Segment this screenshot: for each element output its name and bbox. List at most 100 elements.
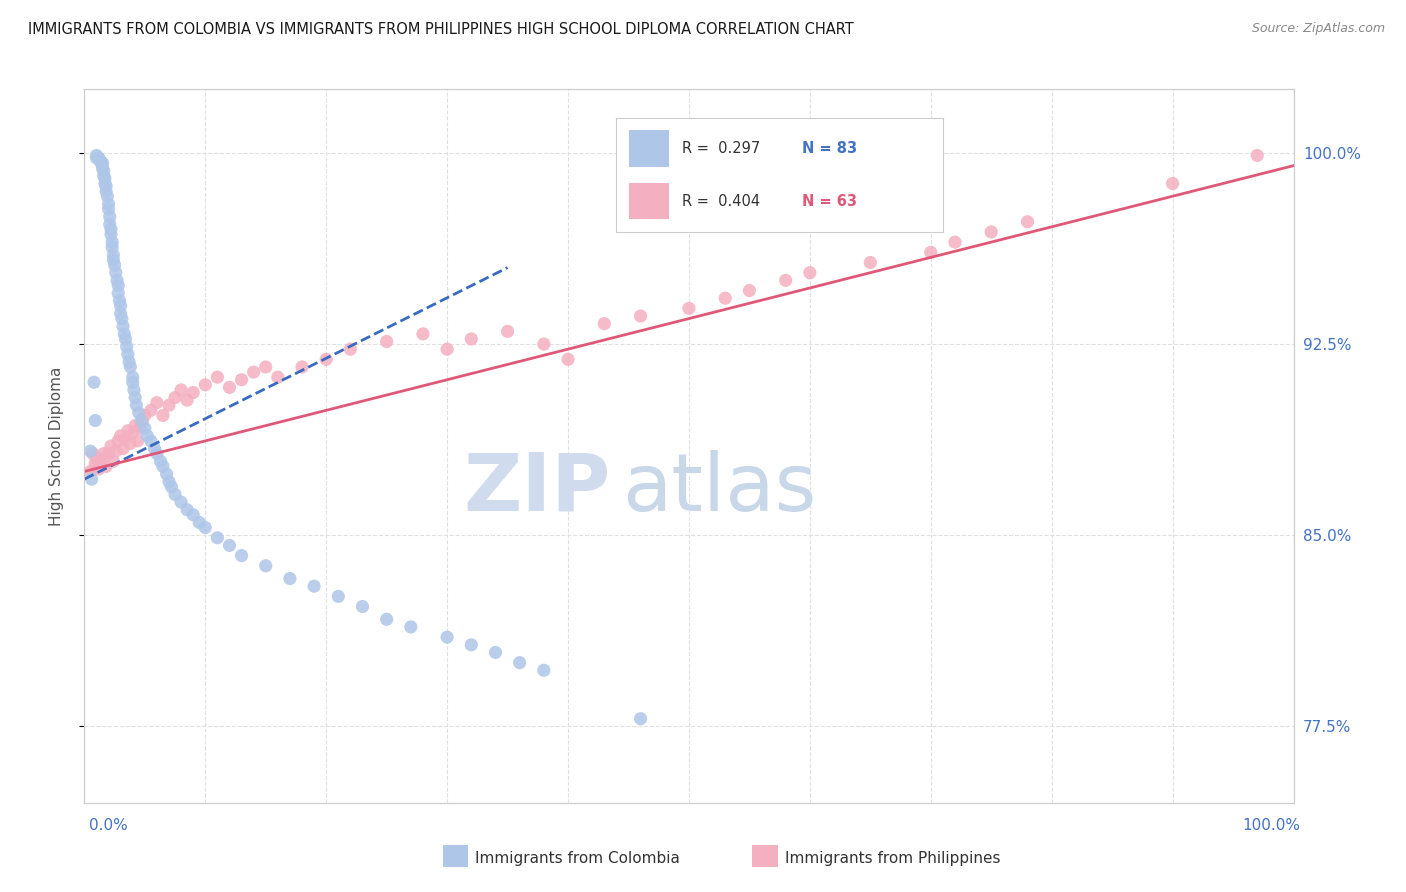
Point (630, 712, 652, 726)
Point (557, 352, 579, 367)
Point (775, 273, 797, 287)
Point (96, 189, 118, 203)
Point (181, 508, 204, 522)
Point (84, 413, 107, 427)
Y-axis label: High School Diploma: High School Diploma (49, 367, 63, 525)
Point (120, 359, 142, 374)
Point (484, 645, 506, 659)
Point (110, 299, 132, 313)
Point (267, 370, 290, 384)
Point (120, 436, 142, 450)
Point (593, 317, 616, 331)
Point (91, 161, 114, 176)
Point (83, 376, 105, 390)
Point (738, 284, 761, 298)
Point (630, 309, 652, 323)
Point (315, 352, 337, 367)
Point (110, 429, 132, 443)
Point (103, 454, 125, 468)
Point (170, 383, 193, 397)
Point (139, 434, 162, 448)
Point (108, 293, 131, 308)
Point (107, 434, 129, 448)
Point (170, 495, 193, 509)
Point (152, 409, 174, 423)
Point (460, 332, 482, 346)
Point (436, 630, 458, 644)
Point (87, 151, 110, 165)
Point (412, 326, 434, 341)
Point (91, 156, 114, 170)
Point (112, 319, 135, 334)
Point (103, 248, 125, 262)
Point (89, 153, 111, 168)
Point (104, 258, 127, 272)
Point (125, 398, 148, 412)
Point (86, 151, 108, 165)
Point (157, 398, 180, 412)
Point (100, 222, 122, 236)
Point (121, 426, 143, 441)
Point (97, 447, 120, 461)
Point (90, 156, 112, 170)
Point (134, 409, 156, 423)
Point (291, 359, 314, 374)
Point (943, 235, 966, 249)
Point (112, 442, 135, 456)
Text: Immigrants from Philippines: Immigrants from Philippines (785, 851, 1000, 865)
Point (188, 516, 211, 530)
Point (339, 342, 361, 356)
Point (194, 377, 217, 392)
Point (160, 480, 183, 494)
Point (94, 184, 117, 198)
Point (278, 572, 301, 586)
Point (859, 255, 882, 269)
Point (93, 163, 115, 178)
Point (86, 148, 108, 162)
Point (218, 538, 240, 552)
Point (146, 395, 169, 409)
Point (124, 418, 146, 433)
Point (375, 334, 398, 349)
Point (94, 177, 117, 191)
Point (82, 447, 104, 461)
Point (231, 549, 253, 563)
Point (131, 413, 153, 427)
Point (117, 424, 139, 438)
Point (165, 391, 187, 405)
Point (207, 531, 229, 545)
Point (129, 421, 152, 435)
Point (111, 311, 134, 326)
Point (107, 286, 129, 301)
Point (352, 599, 374, 614)
Point (194, 520, 217, 534)
Point (231, 373, 253, 387)
Point (94, 179, 117, 194)
Point (94, 459, 117, 474)
Point (157, 475, 180, 489)
Point (136, 429, 159, 443)
Point (90, 454, 112, 468)
Point (1246, 148, 1268, 162)
Point (97, 202, 120, 216)
Point (146, 447, 169, 461)
Point (181, 385, 204, 400)
Point (110, 306, 132, 320)
Point (176, 393, 198, 408)
Point (97, 197, 120, 211)
Point (509, 656, 531, 670)
Point (84, 457, 107, 471)
Point (117, 347, 139, 361)
Point (714, 291, 737, 305)
Point (129, 413, 152, 427)
Point (101, 240, 124, 254)
Point (104, 266, 127, 280)
Point (114, 431, 136, 445)
Point (100, 227, 122, 242)
Point (94, 171, 117, 186)
Point (101, 235, 124, 249)
Point (100, 439, 122, 453)
Point (121, 376, 143, 390)
Point (86, 451, 108, 466)
Point (533, 663, 555, 677)
